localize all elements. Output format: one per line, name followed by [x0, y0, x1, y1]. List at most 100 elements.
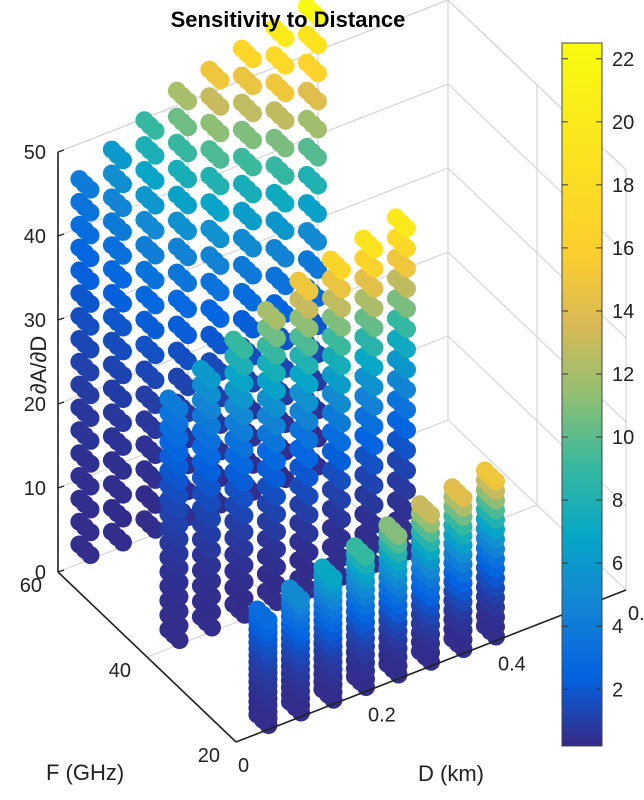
data-point	[114, 533, 132, 552]
data-point	[309, 120, 327, 139]
colorbar-tick-label: 2	[612, 679, 623, 701]
data-point	[398, 401, 416, 419]
data-point	[170, 602, 189, 621]
data-point	[114, 414, 132, 432]
data-point	[365, 456, 384, 475]
colorbar	[561, 42, 603, 747]
data-point	[300, 394, 319, 413]
z-tick-mark	[57, 485, 65, 489]
data-point	[179, 326, 197, 345]
data-point	[268, 540, 286, 559]
data-point	[203, 587, 221, 606]
data-point	[146, 346, 165, 365]
data-point	[244, 50, 262, 69]
data-point	[211, 203, 230, 222]
data-point	[300, 300, 319, 319]
data-point	[81, 203, 100, 222]
data-point	[276, 84, 295, 103]
data-point	[114, 366, 132, 385]
data-point	[398, 259, 416, 278]
colorbar-tick-label: 22	[612, 49, 634, 71]
data-point	[81, 477, 100, 496]
z-tick-mark	[57, 149, 65, 153]
data-point	[365, 496, 384, 515]
data-point	[365, 476, 384, 495]
data-point	[268, 382, 286, 401]
data-marks	[70, 0, 505, 735]
z-tick-mark	[57, 569, 65, 573]
data-point	[146, 146, 165, 165]
z-tick-label: 10	[24, 478, 46, 500]
data-point	[211, 71, 230, 90]
data-point	[81, 180, 100, 199]
data-point	[333, 452, 351, 471]
data-point	[276, 194, 295, 213]
data-point	[114, 151, 132, 170]
data-point	[146, 371, 165, 390]
data-point	[81, 523, 100, 542]
data-point	[170, 515, 189, 534]
data-point	[235, 390, 254, 409]
data-point	[268, 311, 286, 330]
data-point	[333, 491, 351, 510]
data-point	[203, 448, 221, 467]
data-point	[268, 487, 286, 506]
data-point	[268, 558, 286, 576]
data-point	[300, 282, 319, 301]
z-tick-label: 40	[24, 226, 46, 248]
data-point	[179, 196, 197, 215]
y-axis-line	[57, 571, 237, 743]
colorbar-ticks: 2 4 6 8 10 12 14 16 18 20 22	[562, 49, 634, 701]
data-point	[211, 309, 230, 328]
data-point	[244, 77, 262, 96]
axis-lines	[57, 152, 627, 743]
data-point	[244, 104, 262, 123]
data-point	[203, 401, 221, 420]
data-point	[114, 318, 132, 337]
data-point	[146, 196, 165, 215]
z-tick-label: 30	[24, 310, 46, 332]
data-point	[235, 556, 254, 575]
data-point	[211, 124, 230, 143]
data-point	[333, 414, 351, 433]
data-point	[398, 421, 416, 440]
data-point	[333, 357, 351, 375]
data-point	[235, 523, 254, 542]
data-point	[276, 56, 295, 75]
data-point	[333, 510, 351, 529]
data-point	[365, 358, 384, 377]
data-point	[454, 488, 473, 507]
data-point	[333, 337, 351, 356]
data-point	[333, 318, 351, 337]
data-point	[81, 363, 100, 382]
data-point	[365, 417, 384, 436]
data-point	[170, 443, 189, 462]
z-tick-label: 50	[24, 142, 46, 164]
data-point	[81, 431, 100, 450]
data-point	[300, 356, 319, 375]
data-point	[365, 318, 384, 337]
data-point	[244, 212, 262, 231]
data-point	[235, 473, 254, 492]
data-point	[211, 283, 230, 302]
data-point	[398, 299, 416, 318]
data-point	[81, 226, 100, 245]
data-point	[179, 118, 197, 137]
data-point	[203, 541, 221, 559]
z-tick-mark	[57, 233, 65, 237]
data-point	[170, 414, 189, 433]
data-point	[114, 461, 132, 480]
data-point	[333, 395, 351, 414]
data-point	[309, 148, 327, 167]
data-point	[333, 376, 351, 395]
data-point	[146, 321, 165, 340]
data-point	[276, 222, 295, 241]
data-point	[300, 543, 319, 562]
data-point	[146, 246, 165, 265]
data-point	[309, 92, 327, 111]
data-point	[235, 457, 254, 475]
series-F-20	[248, 461, 505, 735]
colorbar-tick-label: 10	[612, 427, 634, 449]
data-point	[398, 380, 416, 399]
